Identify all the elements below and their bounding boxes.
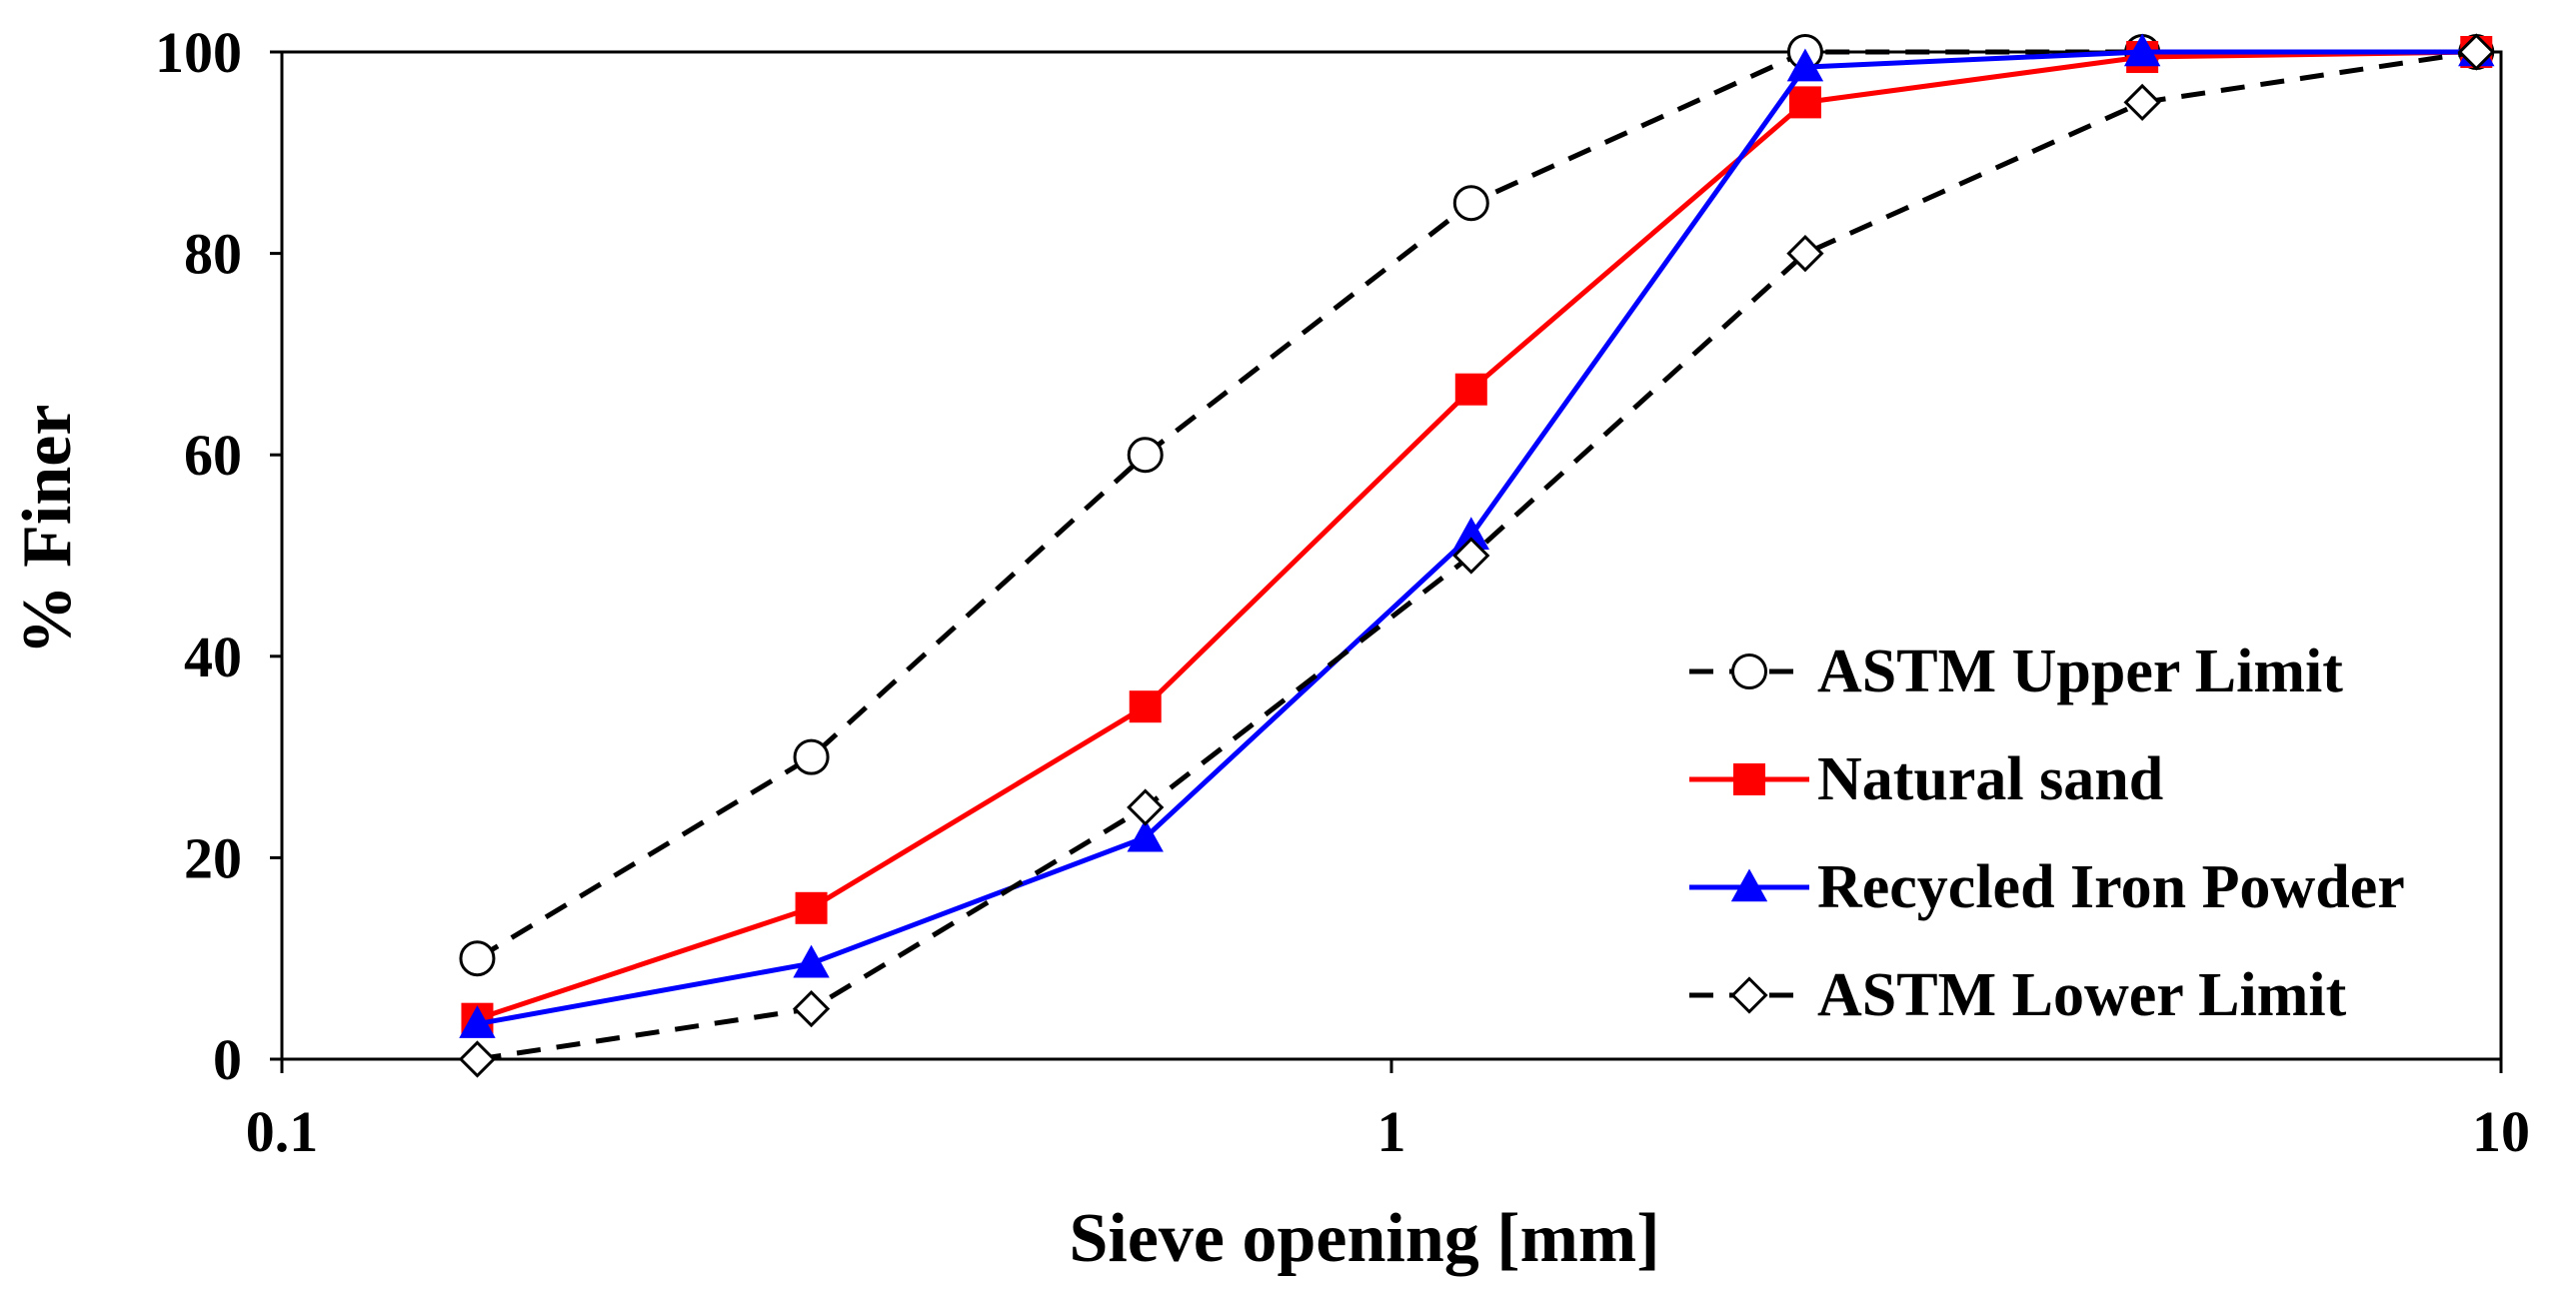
legend-label: ASTM Upper Limit: [1817, 638, 2343, 705]
y-tick-label: 0: [213, 1027, 242, 1092]
y-tick-label: 20: [184, 825, 242, 890]
square-marker: [1733, 763, 1765, 795]
square-marker: [1454, 373, 1487, 406]
y-axis-title: % Finer: [9, 405, 86, 655]
legend-label: ASTM Lower Limit: [1817, 961, 2347, 1029]
triangle-marker: [459, 1005, 496, 1038]
y-tick-label: 40: [184, 625, 242, 689]
diamond-marker: [1127, 788, 1165, 826]
series-astm-lower-limit: [458, 33, 2495, 1078]
triangle-marker: [793, 944, 830, 978]
legend-item: Recycled Iron Powder: [1689, 853, 2405, 921]
x-tick-label: 0.1: [246, 1099, 319, 1164]
legend-label: Natural sand: [1817, 745, 2163, 813]
diamond-marker: [1452, 537, 1490, 575]
legend-item: ASTM Upper Limit: [1689, 638, 2343, 705]
triangle-marker: [1127, 818, 1164, 852]
square-marker: [795, 891, 828, 924]
tick-layer: 0 20 40 60 80 100 0.1 1 10: [155, 20, 2530, 1164]
diamond-marker: [1786, 234, 1824, 273]
diamond-marker: [792, 989, 831, 1028]
square-marker: [1129, 690, 1162, 723]
y-tick-label: 80: [184, 222, 242, 287]
circle-marker: [459, 940, 496, 977]
y-tick-label: 100: [155, 20, 242, 85]
triangle-marker: [1786, 48, 1824, 82]
legend-item: Natural sand: [1689, 745, 2163, 813]
triangle-marker: [2123, 33, 2161, 67]
diamond-marker: [1730, 976, 1768, 1014]
series-layer: [458, 33, 2495, 1078]
x-tick-label: 1: [1377, 1099, 1406, 1164]
circle-marker: [1127, 437, 1164, 474]
square-marker: [1788, 86, 1821, 119]
x-axis-title: Sieve opening [mm]: [1069, 1200, 1659, 1277]
legend-item: ASTM Lower Limit: [1689, 961, 2347, 1029]
circle-marker: [793, 738, 830, 775]
x-tick-label: 10: [2472, 1099, 2530, 1164]
legend-label: Recycled Iron Powder: [1817, 853, 2405, 921]
circle-marker: [1452, 185, 1489, 222]
triangle-marker: [1730, 868, 1768, 902]
y-tick-label: 60: [184, 423, 242, 488]
diamond-marker: [2123, 83, 2161, 122]
legend: ASTM Upper Limit Natural sand Recycled Iro…: [1689, 638, 2405, 1029]
circle-marker: [1731, 653, 1767, 689]
diamond-marker: [2457, 33, 2495, 71]
diamond-marker: [458, 1040, 497, 1078]
